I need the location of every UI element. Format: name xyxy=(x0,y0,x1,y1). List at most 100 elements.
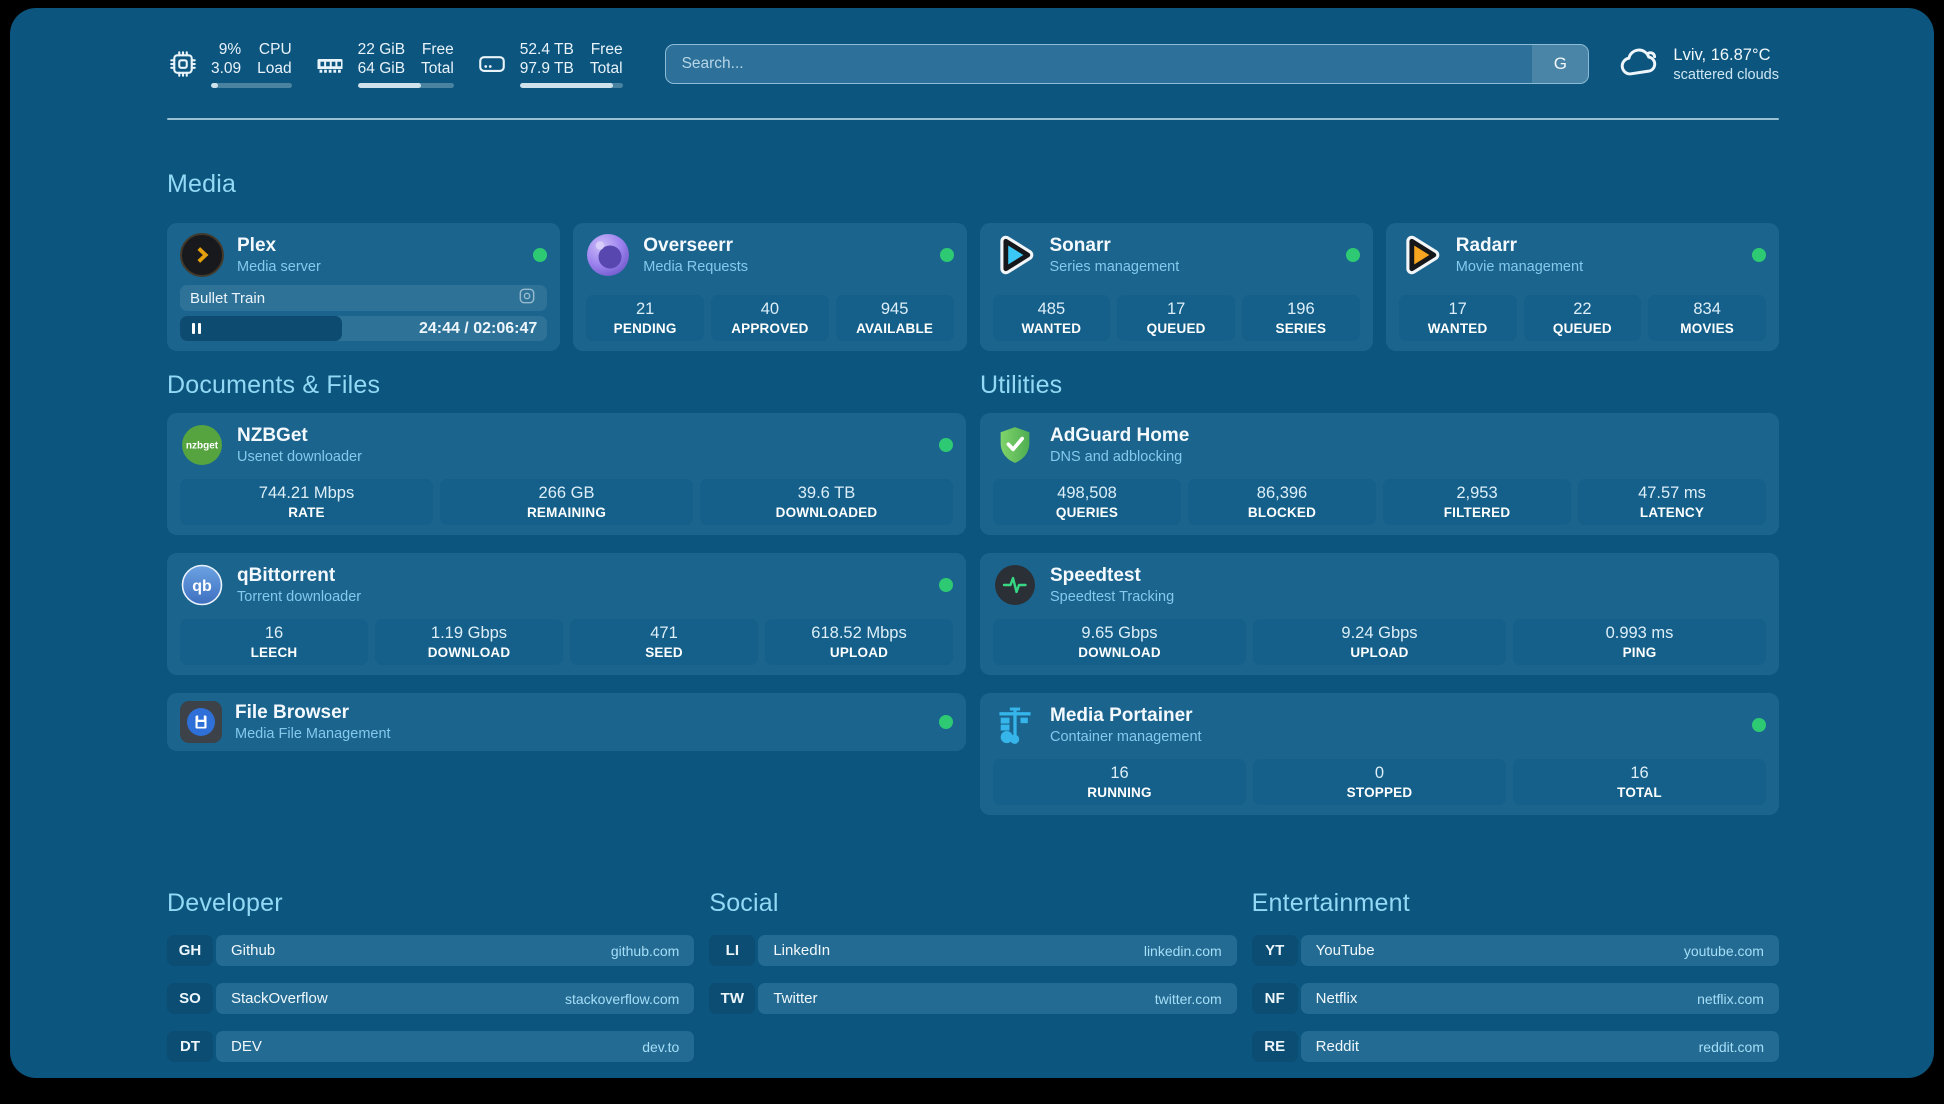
bookmark-link-youtube[interactable]: YT YouTube youtube.com xyxy=(1251,935,1779,966)
stat-tile: 2,953 FILTERED xyxy=(1383,479,1571,525)
bookmark-link-twitter[interactable]: TW Twitter twitter.com xyxy=(709,983,1237,1014)
stat-tile: 16 RUNNING xyxy=(993,759,1246,805)
stat-value: 0.993 ms xyxy=(1605,624,1674,642)
overseerr-icon xyxy=(586,233,630,277)
cpu-progress-bar xyxy=(211,83,292,88)
status-dot xyxy=(1752,718,1766,732)
section-title-utilities: Utilities xyxy=(980,371,1063,399)
stat-value: 0 xyxy=(1374,764,1385,782)
service-card-qbittorrent[interactable]: qb qBittorrent Torrent downloader 16 LEE… xyxy=(167,553,966,675)
service-subtitle: Series management xyxy=(1049,259,1180,275)
now-playing-icon[interactable] xyxy=(517,286,537,310)
stat-value: 22 xyxy=(1573,300,1592,318)
pause-icon[interactable] xyxy=(192,323,201,335)
stat-tile: 744.21 Mbps RATE xyxy=(180,479,433,525)
service-title: Sonarr xyxy=(1049,235,1111,256)
service-subtitle: Media Requests xyxy=(643,259,749,275)
search-provider-button[interactable]: G xyxy=(1532,45,1589,83)
bookmark-url: twitter.com xyxy=(1154,990,1222,1007)
service-subtitle: Media File Management xyxy=(235,726,391,742)
stat-label: DOWNLOAD xyxy=(1078,645,1161,660)
service-title: Plex xyxy=(237,235,277,256)
stat-value: 16 xyxy=(1630,764,1649,782)
stat-tile: 834 MOVIES xyxy=(1648,295,1766,341)
stat-value: 744.21 Mbps xyxy=(258,484,355,502)
bookmark-name: YouTube xyxy=(1315,942,1375,959)
bookmark-link-reddit[interactable]: RE Reddit reddit.com xyxy=(1251,1031,1779,1062)
service-card-speedtest[interactable]: Speedtest Speedtest Tracking 9.65 Gbps D… xyxy=(980,553,1779,675)
status-dot xyxy=(1345,248,1360,262)
service-card-plex[interactable]: Plex Media server Bullet Train 24:44 / 0… xyxy=(167,223,561,351)
status-dot xyxy=(939,248,954,262)
service-card-adguard[interactable]: AdGuard Home DNS and adblocking 498,508 … xyxy=(980,413,1779,535)
section-title-social: Social xyxy=(709,889,779,917)
bookmark-abbr: SO xyxy=(167,983,213,1014)
stat-value: 21 xyxy=(635,300,655,318)
bookmark-url: linkedin.com xyxy=(1143,942,1222,959)
search-input[interactable] xyxy=(665,55,1533,73)
stat-label: SERIES xyxy=(1275,321,1327,336)
status-dot xyxy=(939,578,953,592)
stat-value: 40 xyxy=(760,300,780,318)
disk-icon xyxy=(476,48,508,80)
service-card-overseerr[interactable]: Overseerr Media Requests 21 PENDING 40 A… xyxy=(573,223,967,351)
plex-icon xyxy=(180,233,224,277)
stat-tile: 0.993 ms PING xyxy=(1513,619,1766,665)
section-title-media: Media xyxy=(167,170,237,198)
service-subtitle: Container management xyxy=(1050,729,1202,745)
stat-tile: 40 APPROVED xyxy=(711,295,829,341)
disk-progress-bar xyxy=(519,83,623,88)
bookmark-url: stackoverflow.com xyxy=(564,990,680,1007)
stat-tile: 17 WANTED xyxy=(1398,295,1517,341)
service-title: Overseerr xyxy=(643,235,734,256)
stat-value: 485 xyxy=(1037,300,1066,318)
bookmark-abbr: LI xyxy=(709,935,756,966)
stat-label: STOPPED xyxy=(1346,785,1413,800)
disk-total-value: 97.9 TB xyxy=(519,60,574,77)
bookmark-link-netflix[interactable]: NF Netflix netflix.com xyxy=(1251,983,1779,1014)
service-subtitle: Usenet downloader xyxy=(237,449,362,465)
bookmark-link-github[interactable]: GH Github github.com xyxy=(167,935,695,966)
cpu-icon xyxy=(167,48,199,80)
stat-label: PENDING xyxy=(613,321,677,336)
stat-label: BLOCKED xyxy=(1247,505,1317,520)
radarr-icon xyxy=(1399,233,1443,277)
stat-tile: 39.6 TB DOWNLOADED xyxy=(700,479,953,525)
bookmark-link-stackoverflow[interactable]: SO StackOverflow stackoverflow.com xyxy=(167,983,695,1014)
stat-value: 2,953 xyxy=(1456,484,1498,502)
bookmark-name: Twitter xyxy=(773,990,818,1007)
playback-row: 24:44 / 02:06:47 xyxy=(180,316,548,341)
bookmark-abbr: GH xyxy=(167,935,213,966)
qbittorrent-icon: qb xyxy=(180,563,224,607)
disk-free-label: Free xyxy=(590,41,623,58)
bookmark-link-dev[interactable]: DT DEV dev.to xyxy=(167,1031,695,1062)
service-card-radarr[interactable]: Radarr Movie management 17 WANTED 22 QUE… xyxy=(1385,223,1779,351)
stat-value: 17 xyxy=(1166,300,1186,318)
stat-label: PING xyxy=(1622,645,1657,660)
disk-free-value: 52.4 TB xyxy=(519,41,574,58)
stat-value: 196 xyxy=(1287,300,1315,318)
stat-tile: 9.65 Gbps DOWNLOAD xyxy=(993,619,1246,665)
bookmark-url: youtube.com xyxy=(1683,942,1764,959)
stat-label: TOTAL xyxy=(1617,785,1662,800)
bookmark-link-linkedin[interactable]: LI LinkedIn linkedin.com xyxy=(709,935,1237,966)
cloud-icon xyxy=(1617,40,1661,89)
stat-label: DOWNLOADED xyxy=(775,505,878,520)
memory-total-label: Total xyxy=(421,60,454,77)
stat-value: 471 xyxy=(650,624,678,642)
disk-total-label: Total xyxy=(589,60,623,77)
stat-label: APPROVED xyxy=(731,321,809,336)
service-card-portainer[interactable]: Media Portainer Container management 16 … xyxy=(980,693,1779,815)
service-card-sonarr[interactable]: Sonarr Series management 485 WANTED 17 Q… xyxy=(979,223,1373,351)
stat-label: UPLOAD xyxy=(829,645,889,660)
stat-tile: 485 WANTED xyxy=(992,295,1111,341)
bookmark-group-entertainment: Entertainment YT YouTube youtube.com NF … xyxy=(1251,833,1779,1078)
cpu-load-label: Load xyxy=(257,60,292,77)
weather-condition: scattered clouds xyxy=(1673,66,1779,83)
memory-progress-bar xyxy=(357,83,454,88)
memory-icon xyxy=(314,48,346,80)
service-card-filebrowser[interactable]: File Browser Media File Management xyxy=(167,693,966,751)
adguard-icon xyxy=(993,423,1037,467)
stat-tile: 498,508 QUERIES xyxy=(993,479,1181,525)
service-card-nzbget[interactable]: nzbget NZBGet Usenet downloader 744.21 M… xyxy=(167,413,966,535)
